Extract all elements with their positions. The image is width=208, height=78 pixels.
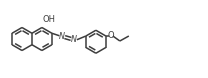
Text: N: N — [71, 35, 77, 44]
Text: OH: OH — [43, 15, 56, 23]
Text: O: O — [108, 32, 114, 40]
Text: N: N — [59, 32, 65, 41]
